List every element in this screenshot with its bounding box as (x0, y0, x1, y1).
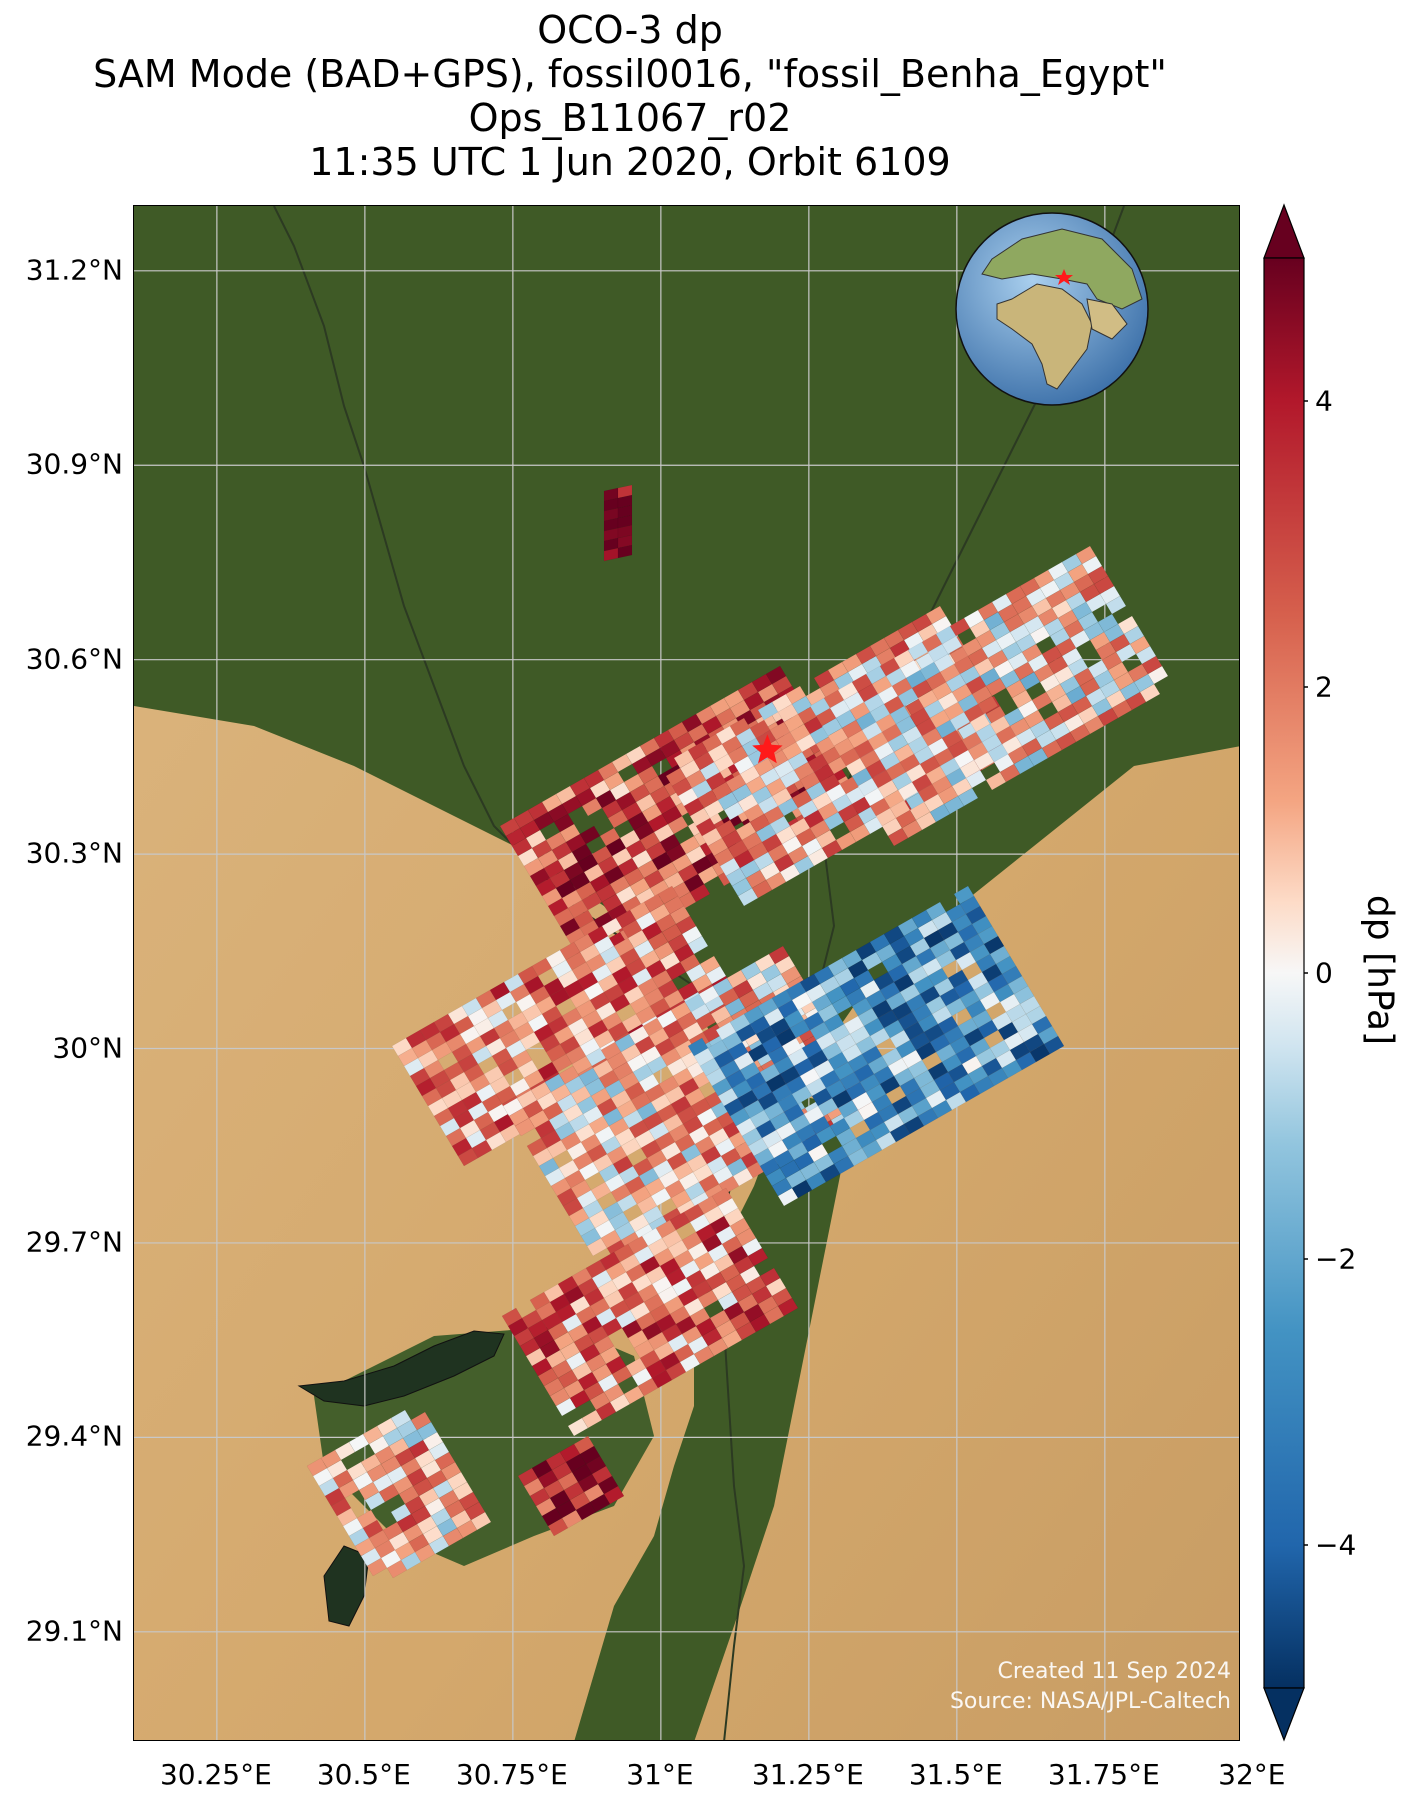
lat-label: 29.4°N (25, 1419, 123, 1453)
lon-label: 30.25°E (159, 1758, 272, 1791)
colorbar-extend-top (1263, 203, 1305, 259)
lat-label: 30.6°N (25, 642, 123, 676)
sounding-footprint (759, 1267, 781, 1287)
colorbar-tick-label: 2 (1315, 670, 1333, 704)
title-line-1: OCO-3 dp (537, 8, 723, 52)
sounding-footprint (410, 1411, 432, 1431)
colorbar-tick-label: −2 (1315, 1242, 1357, 1276)
lon-label: 31.5°E (908, 1758, 1003, 1791)
sounding-footprint (501, 1307, 523, 1327)
target-star-marker[interactable] (752, 734, 783, 764)
lon-label: 31.25°E (751, 1758, 864, 1791)
sounding-footprint (617, 484, 633, 499)
globe-target-marker (1055, 269, 1073, 285)
lat-label: 29.1°N (25, 1614, 123, 1648)
credit-source: Source: NASA/JPL-Caltech (949, 1689, 1231, 1714)
inset-globe (955, 212, 1149, 406)
colorbar-extend-bottom (1263, 1687, 1305, 1742)
sounding-footprint (768, 945, 790, 965)
title-line-3: Ops_B11067_r02 (468, 96, 792, 140)
sounding-footprint (925, 901, 947, 921)
colorbar-label: dp [hPa] (1359, 894, 1401, 1046)
sounding-footprint (657, 885, 679, 905)
lon-label: 30.5°E (316, 1758, 411, 1791)
title-line-2: SAM Mode (BAD+GPS), fossil0016, "fossil_… (93, 52, 1167, 96)
sounding-footprint (579, 825, 601, 845)
lat-label: 30°N (52, 1031, 123, 1065)
sounding-footprint (558, 1065, 580, 1085)
colorbar-tick-label: 0 (1315, 956, 1333, 990)
lat-label: 30.9°N (25, 447, 123, 481)
title-line-4: 11:35 UTC 1 Jun 2020, Orbit 6109 (309, 140, 951, 184)
lon-label: 30.75°E (455, 1758, 568, 1791)
nile-delta-vegetation (134, 206, 1239, 1740)
sounding-footprint (785, 685, 807, 705)
colorbar-ticks (1304, 400, 1308, 1546)
sounding-footprint (953, 885, 975, 905)
lake-qarun (297, 1330, 505, 1407)
lat-label: 31.2°N (25, 253, 123, 287)
sounding-footprint (1075, 545, 1097, 565)
sounding-footprint (1117, 615, 1139, 635)
sounding-footprint (925, 605, 947, 625)
sounding-footprint (699, 955, 721, 975)
lat-label: 30.3°N (25, 836, 123, 870)
colorbar-gradient (1263, 257, 1305, 1689)
credit-created: Created 11 Sep 2024 (997, 1659, 1232, 1684)
lon-label: 31°E (626, 1758, 694, 1791)
sounding-footprint (390, 1409, 412, 1429)
map-canvas[interactable] (134, 206, 1240, 1741)
colorbar-tick-label: −4 (1315, 1528, 1357, 1562)
lon-label: 31.75°E (1047, 1758, 1160, 1791)
lon-label: 32°E (1218, 1758, 1286, 1791)
colorbar-tick-label: 4 (1315, 384, 1333, 418)
lat-label: 29.7°N (25, 1225, 123, 1259)
colorbar (1263, 203, 1308, 1742)
globe-arabia (1086, 298, 1128, 340)
sounding-footprint (687, 1037, 709, 1057)
map-panel[interactable]: Created 11 Sep 2024 Source: NASA/JPL-Cal… (133, 205, 1240, 1741)
sounding-footprint (765, 665, 787, 685)
sounding-swaths (306, 484, 1169, 1579)
sounding-footprint (729, 717, 751, 737)
sounding-footprint (711, 1187, 733, 1207)
globe-africa (996, 283, 1093, 390)
sounding-footprint (573, 1435, 595, 1455)
wadi-rayan-lake (323, 1545, 370, 1627)
